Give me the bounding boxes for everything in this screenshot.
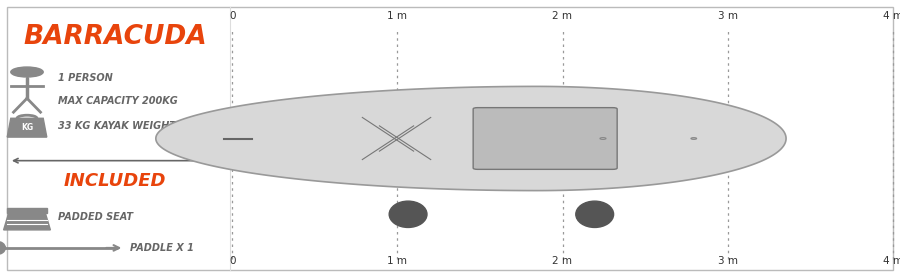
Text: 2 m: 2 m: [553, 256, 572, 266]
Text: MAX CAPACITY 200KG: MAX CAPACITY 200KG: [58, 96, 178, 106]
Polygon shape: [156, 86, 786, 191]
Text: INCLUDED: INCLUDED: [64, 173, 166, 190]
Polygon shape: [4, 212, 50, 230]
Text: BARRACUDA: BARRACUDA: [22, 24, 207, 50]
Text: PADDLE X 1: PADDLE X 1: [130, 243, 194, 253]
FancyBboxPatch shape: [7, 208, 47, 213]
Text: 1 PERSON: 1 PERSON: [58, 73, 113, 83]
Text: 2 m: 2 m: [553, 11, 572, 21]
Text: 4 m: 4 m: [883, 11, 900, 21]
FancyBboxPatch shape: [7, 7, 893, 270]
Text: 0: 0: [229, 11, 236, 21]
Text: 33 KG KAYAK WEIGHT: 33 KG KAYAK WEIGHT: [58, 121, 176, 131]
Ellipse shape: [389, 201, 427, 227]
Circle shape: [691, 138, 697, 139]
Text: 0: 0: [229, 256, 236, 266]
Text: PADDED SEAT: PADDED SEAT: [58, 212, 133, 222]
FancyBboxPatch shape: [473, 108, 617, 169]
Text: 3 m: 3 m: [717, 256, 738, 266]
Text: 4 m: 4 m: [883, 256, 900, 266]
Circle shape: [600, 138, 606, 139]
Circle shape: [11, 67, 43, 77]
Text: 3 m: 3 m: [717, 11, 738, 21]
Ellipse shape: [576, 201, 614, 227]
Text: KG: KG: [21, 124, 33, 132]
Polygon shape: [7, 118, 47, 137]
Text: 1 m: 1 m: [387, 11, 408, 21]
Text: 1 m: 1 m: [387, 256, 408, 266]
Ellipse shape: [0, 241, 5, 255]
